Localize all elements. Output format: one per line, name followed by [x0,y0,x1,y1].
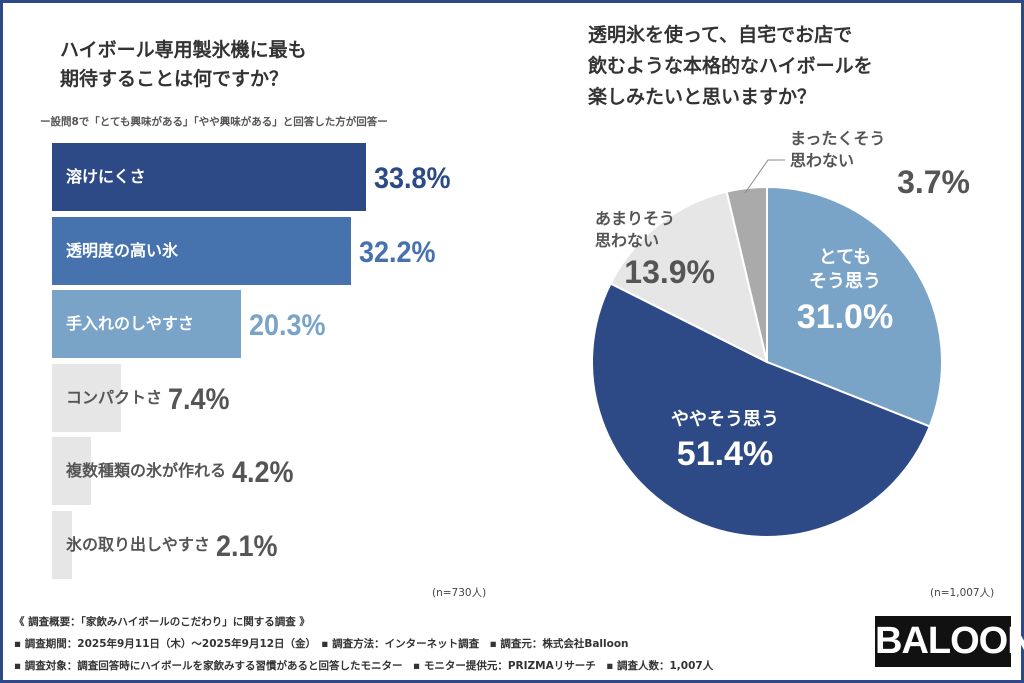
bar-value-label: 4.2% [232,456,294,489]
bar [52,364,121,432]
bar-value-label: 33.8% [374,162,451,195]
survey-details-line1: ▪ 調査期間：2025年9月11日（木）～2025年9月12日（金） ▪ 調査方… [14,638,629,650]
pie-slice-label: まったくそう 思わない 3.7% [790,128,970,204]
bar-category-label: 透明度の高い氷 [66,241,179,260]
bar [52,437,92,505]
pie-slice [766,185,943,428]
pie-slice [609,190,769,364]
pie-slice-label: あまりそう 思わない 13.9% [595,208,715,294]
pie-value-label: 13.9% [624,254,715,291]
bar [52,290,241,358]
bar [52,511,72,579]
survey-summary-title: 《 調査概要：「家飲みハイボールのこだわり」に関する調査 》 [14,616,310,628]
pie-slice [591,282,932,538]
bar-category-label: 氷の取り出しやすさ [66,535,210,554]
bar-category-label: 複数種類の氷が作れる [66,461,227,480]
pie-slice-label: とても そう思う 31.0% [790,246,900,340]
bar-category-label: 手入れのしやすさ [66,314,194,333]
pie-value-label: 3.7% [897,164,970,201]
leader-line [744,159,785,194]
pie-chart-sample-size: (n=1,007人) [930,587,995,599]
pie-value-label: 51.4% [676,435,774,474]
pie-chart-title: 透明氷を使って、自宅でお店で 飲むような本格的なハイボールを 楽しみたいと思いま… [588,24,873,108]
bar-value-label: 32.2% [359,236,436,269]
pie-category-label: ややそう思う [671,409,779,430]
pie-category-label: とても そう思う [809,247,881,293]
bar-chart-title: ハイボール専用製氷機に最も 期待することは何ですか？ [60,39,307,91]
bar-value-label: 20.3% [248,309,326,342]
bar [52,217,352,285]
pie-slice-label: ややそう思う 51.4% [650,408,800,478]
pie-category-label: まったくそう 思わない [790,129,886,170]
baloon-logo: BALOON [875,616,1024,667]
pie-value-label: 31.0% [796,297,894,336]
bar-category-label: コンパクトさ [66,388,163,407]
bar-category-label: 溶けにくさ [66,167,146,186]
pie-category-label: あまりそう 思わない [595,209,676,250]
bar-chart-subtitle: ー設問8で「とても興味がある」「やや興味がある」と回答した方が回答ー [40,116,388,128]
pie-slice [725,185,768,363]
bar-value-label: 2.1% [216,530,278,563]
bar [52,143,366,211]
bar-chart-sample-size: (n=730人) [432,587,487,599]
bar-value-label: 7.4% [168,383,230,416]
survey-details-line2: ▪ 調査対象：調査回答時にハイボールを家飲みする習慣があると回答したモニター ▪… [14,660,714,672]
